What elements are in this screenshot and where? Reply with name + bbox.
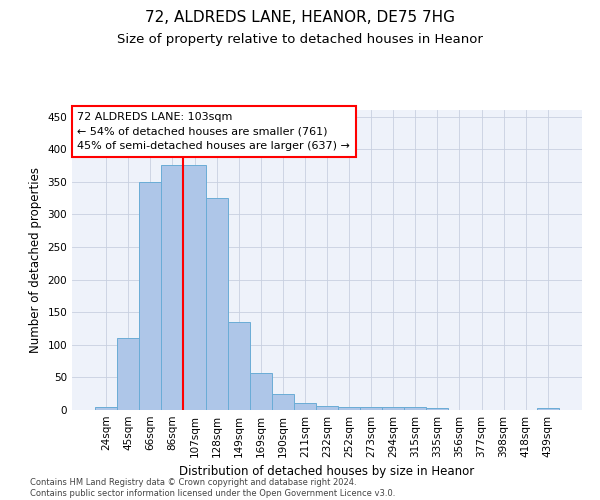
Bar	[316, 406, 338, 410]
Bar	[117, 338, 139, 410]
Y-axis label: Number of detached properties: Number of detached properties	[29, 167, 42, 353]
Text: 72 ALDREDS LANE: 103sqm
← 54% of detached houses are smaller (761)
45% of semi-d: 72 ALDREDS LANE: 103sqm ← 54% of detache…	[77, 112, 350, 151]
Bar	[360, 406, 382, 410]
Bar	[338, 406, 360, 410]
Bar	[382, 406, 404, 410]
Text: Size of property relative to detached houses in Heanor: Size of property relative to detached ho…	[117, 32, 483, 46]
Text: 72, ALDREDS LANE, HEANOR, DE75 7HG: 72, ALDREDS LANE, HEANOR, DE75 7HG	[145, 10, 455, 25]
Bar	[294, 403, 316, 410]
Bar	[206, 198, 227, 410]
Bar	[272, 394, 294, 410]
Bar	[537, 408, 559, 410]
Bar	[161, 166, 184, 410]
Bar	[139, 182, 161, 410]
Bar	[250, 373, 272, 410]
Bar	[427, 408, 448, 410]
Bar	[95, 406, 117, 410]
Bar	[184, 166, 206, 410]
X-axis label: Distribution of detached houses by size in Heanor: Distribution of detached houses by size …	[179, 466, 475, 478]
Bar	[404, 406, 427, 410]
Text: Contains HM Land Registry data © Crown copyright and database right 2024.
Contai: Contains HM Land Registry data © Crown c…	[30, 478, 395, 498]
Bar	[227, 322, 250, 410]
